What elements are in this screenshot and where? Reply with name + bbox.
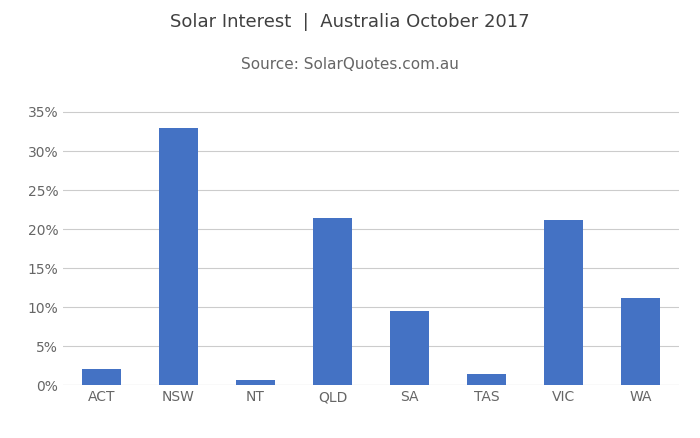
Bar bbox=[545, 220, 582, 385]
Bar bbox=[160, 127, 197, 385]
Bar bbox=[83, 369, 120, 385]
Bar bbox=[468, 374, 505, 385]
Text: Solar Interest  |  Australia October 2017: Solar Interest | Australia October 2017 bbox=[170, 13, 530, 31]
Bar bbox=[622, 298, 659, 385]
Text: Source: SolarQuotes.com.au: Source: SolarQuotes.com.au bbox=[241, 57, 459, 72]
Bar bbox=[314, 218, 351, 385]
Bar bbox=[391, 311, 428, 385]
Bar bbox=[237, 380, 274, 385]
